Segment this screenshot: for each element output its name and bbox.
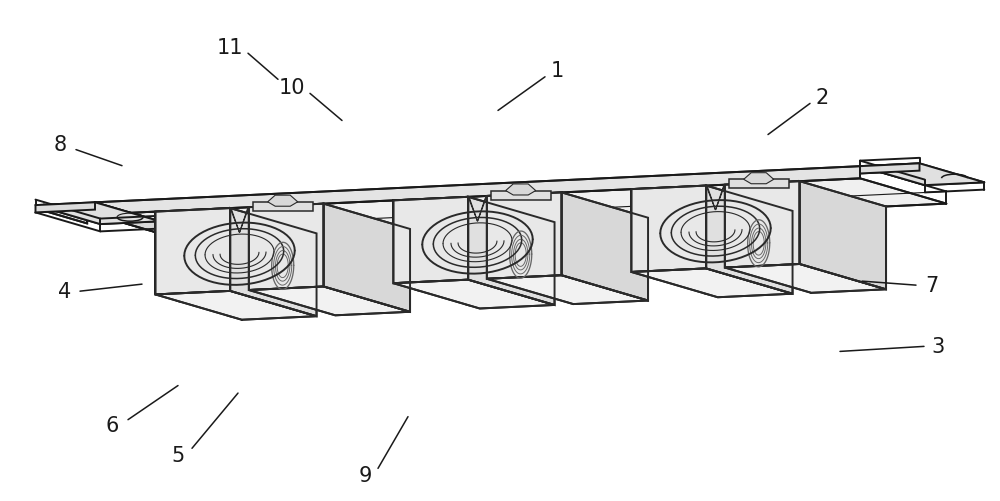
Polygon shape: [706, 186, 716, 210]
Polygon shape: [468, 197, 555, 305]
Polygon shape: [716, 185, 725, 210]
Text: 5: 5: [171, 445, 185, 465]
Polygon shape: [393, 280, 555, 309]
Text: 8: 8: [53, 134, 67, 154]
Polygon shape: [230, 208, 240, 233]
Polygon shape: [744, 173, 774, 184]
Text: 2: 2: [815, 88, 829, 108]
Text: 11: 11: [217, 38, 243, 58]
Polygon shape: [800, 182, 886, 290]
Polygon shape: [95, 203, 181, 240]
Polygon shape: [860, 164, 920, 174]
Polygon shape: [729, 180, 789, 189]
Polygon shape: [324, 204, 410, 312]
Polygon shape: [478, 196, 487, 222]
Text: 7: 7: [925, 276, 939, 296]
Polygon shape: [95, 167, 860, 215]
Polygon shape: [155, 291, 317, 320]
Polygon shape: [393, 197, 468, 284]
Polygon shape: [487, 276, 648, 305]
Polygon shape: [268, 196, 298, 207]
Polygon shape: [36, 203, 160, 224]
Text: 9: 9: [358, 465, 372, 485]
Polygon shape: [725, 265, 886, 293]
Polygon shape: [491, 191, 551, 200]
Text: 6: 6: [105, 415, 119, 435]
Text: 3: 3: [931, 337, 945, 357]
Polygon shape: [631, 186, 706, 273]
Text: 1: 1: [550, 61, 564, 81]
Polygon shape: [562, 193, 648, 301]
Polygon shape: [240, 208, 249, 233]
Polygon shape: [95, 179, 946, 240]
Polygon shape: [230, 208, 317, 317]
Text: 10: 10: [279, 78, 305, 98]
Polygon shape: [706, 186, 793, 294]
Polygon shape: [468, 197, 478, 222]
Polygon shape: [155, 208, 230, 295]
Polygon shape: [249, 287, 410, 316]
Polygon shape: [253, 202, 313, 211]
Polygon shape: [506, 184, 536, 195]
Polygon shape: [487, 193, 562, 279]
Polygon shape: [249, 204, 324, 291]
Polygon shape: [44, 205, 113, 224]
Polygon shape: [725, 182, 800, 268]
Polygon shape: [631, 269, 793, 298]
Polygon shape: [36, 203, 95, 213]
Polygon shape: [860, 164, 984, 186]
Text: 4: 4: [58, 282, 72, 302]
